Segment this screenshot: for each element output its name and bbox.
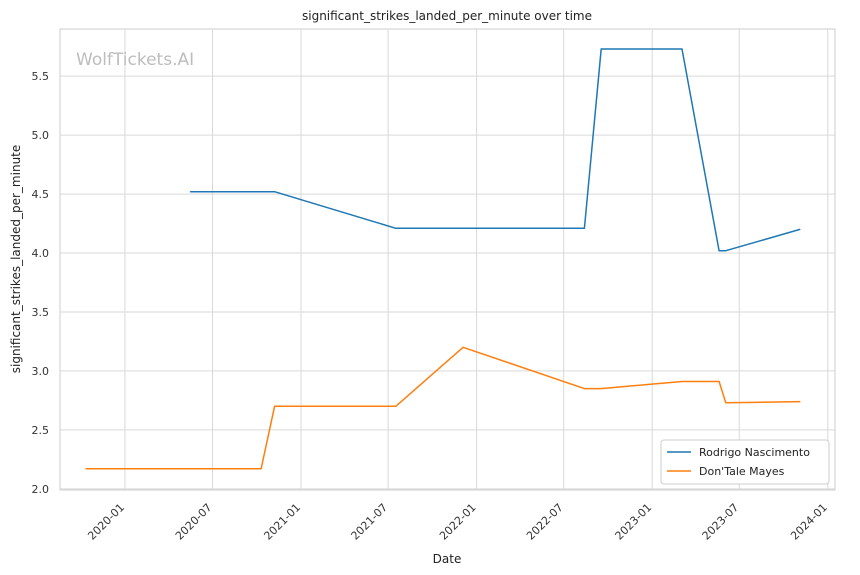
- chart-title: significant_strikes_landed_per_minute ov…: [302, 9, 592, 23]
- y-tick-label: 3.0: [32, 365, 50, 378]
- data-point-rodrigo-nascimento: [718, 250, 720, 252]
- data-point-don-tale-mayes: [260, 468, 262, 470]
- legend: Rodrigo Nascimento Don'Tale Mayes: [660, 439, 830, 485]
- data-point-rodrigo-nascimento: [725, 250, 727, 252]
- data-point-don-tale-mayes: [395, 405, 397, 407]
- x-tick-label: 2020-07: [173, 501, 215, 543]
- y-tick-label: 3.5: [32, 306, 50, 319]
- series-lines: [85, 48, 801, 470]
- data-point-rodrigo-nascimento: [583, 227, 585, 229]
- data-point-don-tale-mayes: [583, 388, 585, 390]
- data-point-don-tale-mayes: [273, 405, 276, 407]
- y-tick-label: 4.5: [32, 188, 50, 201]
- x-tick-label: 2022-01: [437, 501, 479, 543]
- y-tick-label: 2.0: [32, 483, 50, 496]
- data-point-don-tale-mayes: [681, 380, 683, 383]
- grid-lines: [60, 29, 835, 490]
- data-point-rodrigo-nascimento: [273, 191, 276, 193]
- legend-label-rodrigo-nascimento: Rodrigo Nascimento: [699, 446, 810, 459]
- plot-area: [59, 28, 836, 491]
- data-point-don-tale-mayes: [600, 388, 602, 390]
- x-tick-label: 2020-01: [85, 501, 127, 543]
- legend-box: [660, 439, 830, 485]
- x-tick-label: 2021-01: [261, 501, 303, 543]
- watermark: WolfTickets.AI: [76, 50, 194, 70]
- y-tick-label: 2.5: [32, 424, 50, 437]
- data-point-don-tale-mayes: [462, 346, 464, 348]
- data-point-don-tale-mayes: [85, 468, 87, 470]
- y-tick-label: 4.0: [32, 247, 50, 260]
- data-point-don-tale-mayes: [725, 402, 727, 404]
- x-tick-label: 2023-01: [613, 501, 655, 543]
- x-tick-label: 2023-07: [700, 501, 742, 543]
- x-tick-labels: 2020-01 2020-07 2021-01 2021-07 2022-01 2022-…: [85, 501, 830, 543]
- data-point-don-tale-mayes: [799, 400, 801, 403]
- x-tick-label: 2022-07: [524, 501, 566, 543]
- data-point-rodrigo-nascimento: [395, 227, 397, 229]
- legend-label-dontale-mayes: Don'Tale Mayes: [699, 465, 785, 478]
- data-point-rodrigo-nascimento: [600, 48, 602, 50]
- y-tick-label: 5.5: [32, 70, 50, 83]
- x-tick-label: 2021-07: [349, 501, 391, 543]
- y-tick-label: 5.0: [32, 129, 50, 142]
- data-point-rodrigo-nascimento: [799, 228, 801, 231]
- x-tick-label: 2024-01: [788, 501, 830, 543]
- data-point-rodrigo-nascimento: [681, 48, 683, 50]
- data-point-don-tale-mayes: [718, 380, 720, 383]
- data-point-rodrigo-nascimento: [189, 191, 191, 193]
- y-tick-labels: 2.0 2.5 3.0 3.5 4.0 4.5 5.0 5.5: [32, 70, 50, 496]
- x-axis-label: Date: [433, 552, 462, 566]
- y-axis-label: significant_strikes_landed_per_minute: [9, 145, 23, 374]
